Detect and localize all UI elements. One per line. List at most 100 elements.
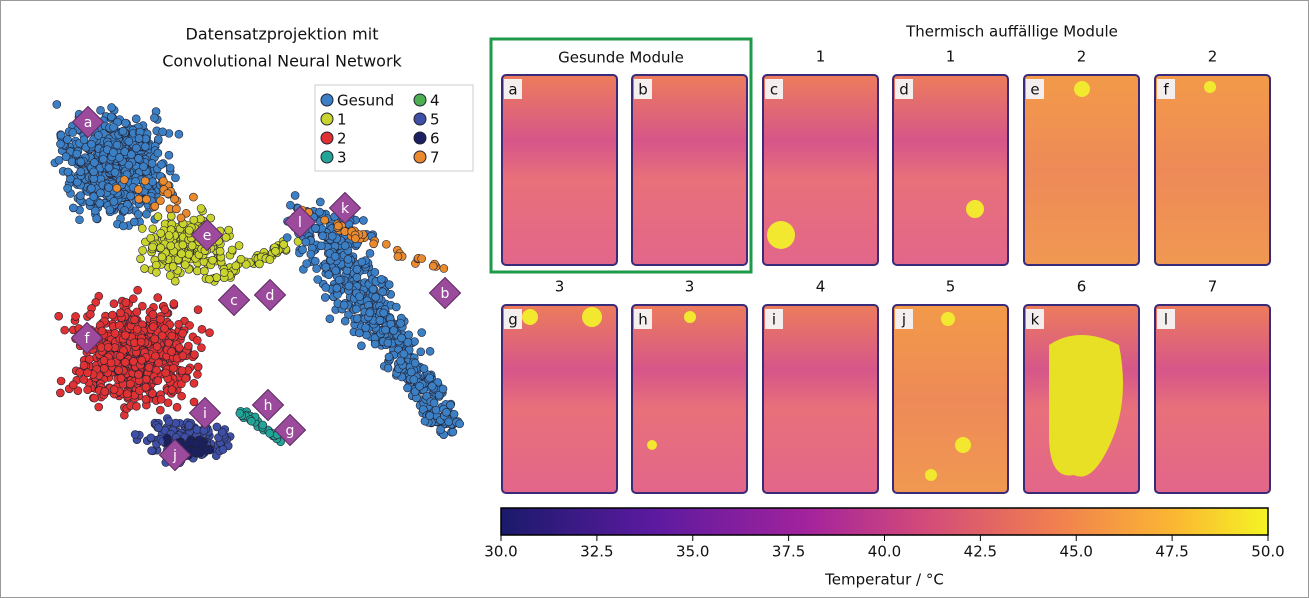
point <box>105 184 113 192</box>
tile-letter: g <box>508 311 518 329</box>
tile-class-label: 4 <box>816 278 826 296</box>
tile-letter: h <box>638 311 648 329</box>
point <box>97 106 105 114</box>
point <box>98 327 106 335</box>
point <box>333 284 341 292</box>
point <box>321 216 329 224</box>
module-image <box>763 305 878 493</box>
point <box>185 250 193 258</box>
colorbar-tick-label: 47.5 <box>1155 543 1188 561</box>
point <box>73 150 81 158</box>
point <box>197 344 205 352</box>
point <box>317 242 325 250</box>
point <box>311 257 319 265</box>
point <box>84 369 92 377</box>
hotspot <box>684 311 696 323</box>
point <box>142 210 150 218</box>
marker-label: k <box>341 201 350 217</box>
point <box>303 260 311 268</box>
point <box>353 315 361 323</box>
point <box>157 160 165 168</box>
module-image <box>502 75 617 265</box>
point <box>131 430 139 438</box>
point <box>328 232 336 240</box>
module-image <box>1155 75 1270 265</box>
point <box>149 225 157 233</box>
point <box>125 161 133 169</box>
marker-label: i <box>203 406 207 422</box>
point <box>72 312 80 320</box>
hotspot <box>582 307 602 327</box>
point <box>148 447 156 455</box>
point <box>302 238 310 246</box>
projection-title: Datensatzprojektion mit <box>186 25 379 44</box>
point <box>137 255 145 263</box>
point <box>193 371 201 379</box>
point <box>213 274 221 282</box>
point <box>206 329 214 337</box>
point <box>157 395 165 403</box>
point <box>411 359 419 367</box>
legend-label: 1 <box>337 111 347 129</box>
point <box>194 363 202 371</box>
point <box>158 332 166 340</box>
point <box>357 342 365 350</box>
point <box>198 325 206 333</box>
point <box>216 247 224 255</box>
point <box>182 374 190 382</box>
point <box>111 168 119 176</box>
point <box>316 198 324 206</box>
point <box>177 214 185 222</box>
point <box>228 246 236 254</box>
legend-label: 3 <box>337 149 347 167</box>
point <box>192 439 200 447</box>
point <box>164 190 172 198</box>
point <box>271 247 279 255</box>
point <box>418 329 426 337</box>
point <box>152 261 160 269</box>
point <box>55 312 63 320</box>
point <box>445 418 453 426</box>
point <box>168 348 176 356</box>
point <box>165 151 173 159</box>
point <box>69 129 77 137</box>
point <box>170 300 178 308</box>
tile-class-label: 1 <box>816 48 826 66</box>
legend-label: 6 <box>430 130 440 148</box>
point <box>56 140 64 148</box>
page: aecdlkbfihgj Gesund1234567 ab1c1d2e2f3g3… <box>0 0 1309 598</box>
tile-letter: k <box>1031 311 1040 329</box>
point <box>119 222 127 230</box>
colorbar-label: Temperatur / °C <box>824 571 944 589</box>
point <box>100 364 108 372</box>
tile-letter: a <box>508 81 517 99</box>
point <box>172 205 180 213</box>
marker-label: g <box>286 423 295 439</box>
point <box>428 382 436 390</box>
point <box>371 340 379 348</box>
point <box>104 343 112 351</box>
point <box>351 235 359 243</box>
point <box>75 216 83 224</box>
hotspot <box>1204 81 1216 93</box>
point <box>147 434 155 442</box>
point <box>94 131 102 139</box>
point <box>190 379 198 387</box>
figure: aecdlkbfihgj Gesund1234567 ab1c1d2e2f3g3… <box>0 0 1309 598</box>
point <box>87 184 95 192</box>
point <box>110 197 118 205</box>
point <box>157 244 165 252</box>
point <box>266 256 274 264</box>
point <box>90 168 98 176</box>
point <box>165 231 173 239</box>
point <box>159 128 167 136</box>
point <box>205 275 213 283</box>
tile-class-label: 6 <box>1077 278 1087 296</box>
hotspot <box>522 309 538 325</box>
point <box>134 286 142 294</box>
hotspot <box>1074 81 1090 97</box>
point <box>322 283 330 291</box>
point <box>392 303 400 311</box>
point <box>134 210 142 218</box>
point <box>156 315 164 323</box>
